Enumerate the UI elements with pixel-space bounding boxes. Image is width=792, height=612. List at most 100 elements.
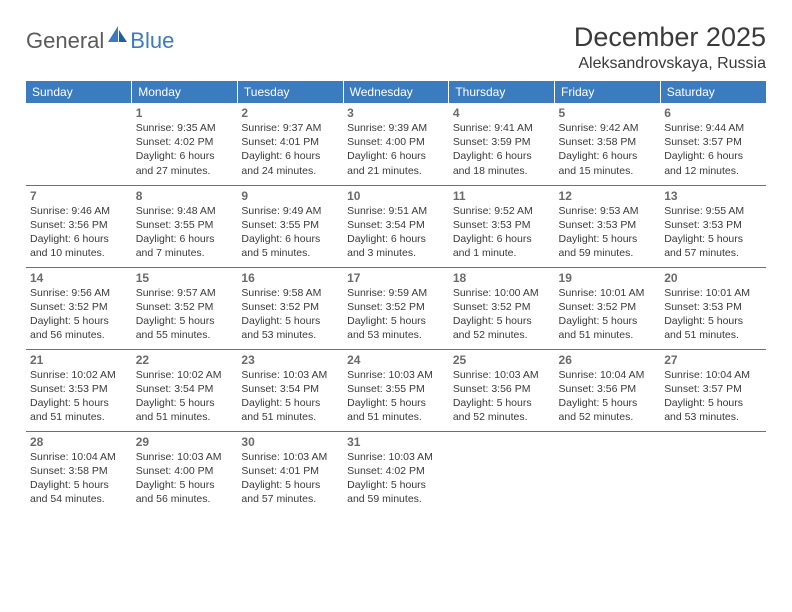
day-info: Sunrise: 10:03 AMSunset: 3:54 PMDaylight…	[241, 368, 339, 425]
day-info: Sunrise: 10:02 AMSunset: 3:54 PMDaylight…	[136, 368, 234, 425]
day-number: 22	[136, 353, 234, 367]
calendar-cell: 12Sunrise: 9:53 AMSunset: 3:53 PMDayligh…	[555, 185, 661, 267]
calendar-row: 7Sunrise: 9:46 AMSunset: 3:56 PMDaylight…	[26, 185, 766, 267]
calendar-cell: 19Sunrise: 10:01 AMSunset: 3:52 PMDaylig…	[555, 267, 661, 349]
calendar-cell: 24Sunrise: 10:03 AMSunset: 3:55 PMDaylig…	[343, 349, 449, 431]
day-info: Sunrise: 10:04 AMSunset: 3:57 PMDaylight…	[664, 368, 762, 425]
day-info: Sunrise: 10:03 AMSunset: 3:56 PMDaylight…	[453, 368, 551, 425]
calendar-cell: 23Sunrise: 10:03 AMSunset: 3:54 PMDaylig…	[237, 349, 343, 431]
day-number: 31	[347, 435, 445, 449]
calendar-row: 28Sunrise: 10:04 AMSunset: 3:58 PMDaylig…	[26, 431, 766, 513]
day-info: Sunrise: 9:52 AMSunset: 3:53 PMDaylight:…	[453, 204, 551, 261]
calendar-cell: 11Sunrise: 9:52 AMSunset: 3:53 PMDayligh…	[449, 185, 555, 267]
calendar-cell: 3Sunrise: 9:39 AMSunset: 4:00 PMDaylight…	[343, 103, 449, 185]
day-info: Sunrise: 10:04 AMSunset: 3:56 PMDaylight…	[559, 368, 657, 425]
day-number: 14	[30, 271, 128, 285]
calendar-cell	[660, 431, 766, 513]
day-info: Sunrise: 10:02 AMSunset: 3:53 PMDaylight…	[30, 368, 128, 425]
day-number: 26	[559, 353, 657, 367]
weekday-header: Thursday	[449, 81, 555, 103]
day-number: 24	[347, 353, 445, 367]
day-info: Sunrise: 9:55 AMSunset: 3:53 PMDaylight:…	[664, 204, 762, 261]
calendar-cell: 17Sunrise: 9:59 AMSunset: 3:52 PMDayligh…	[343, 267, 449, 349]
calendar-cell: 1Sunrise: 9:35 AMSunset: 4:02 PMDaylight…	[132, 103, 238, 185]
calendar-cell: 15Sunrise: 9:57 AMSunset: 3:52 PMDayligh…	[132, 267, 238, 349]
day-number: 10	[347, 189, 445, 203]
weekday-header: Friday	[555, 81, 661, 103]
calendar-cell: 25Sunrise: 10:03 AMSunset: 3:56 PMDaylig…	[449, 349, 555, 431]
day-info: Sunrise: 9:48 AMSunset: 3:55 PMDaylight:…	[136, 204, 234, 261]
logo-sail-icon	[108, 26, 128, 49]
calendar-cell: 4Sunrise: 9:41 AMSunset: 3:59 PMDaylight…	[449, 103, 555, 185]
calendar-cell	[555, 431, 661, 513]
day-number: 15	[136, 271, 234, 285]
title-block: December 2025 Aleksandrovskaya, Russia	[574, 22, 766, 73]
day-number: 30	[241, 435, 339, 449]
day-info: Sunrise: 9:56 AMSunset: 3:52 PMDaylight:…	[30, 286, 128, 343]
day-info: Sunrise: 10:03 AMSunset: 3:55 PMDaylight…	[347, 368, 445, 425]
day-number: 11	[453, 189, 551, 203]
calendar-cell: 20Sunrise: 10:01 AMSunset: 3:53 PMDaylig…	[660, 267, 766, 349]
day-number: 17	[347, 271, 445, 285]
weekday-header: Monday	[132, 81, 238, 103]
calendar-cell: 27Sunrise: 10:04 AMSunset: 3:57 PMDaylig…	[660, 349, 766, 431]
calendar-cell: 16Sunrise: 9:58 AMSunset: 3:52 PMDayligh…	[237, 267, 343, 349]
day-info: Sunrise: 9:37 AMSunset: 4:01 PMDaylight:…	[241, 121, 339, 178]
calendar-row: 14Sunrise: 9:56 AMSunset: 3:52 PMDayligh…	[26, 267, 766, 349]
day-info: Sunrise: 9:57 AMSunset: 3:52 PMDaylight:…	[136, 286, 234, 343]
day-info: Sunrise: 9:59 AMSunset: 3:52 PMDaylight:…	[347, 286, 445, 343]
calendar-cell: 30Sunrise: 10:03 AMSunset: 4:01 PMDaylig…	[237, 431, 343, 513]
calendar-cell: 7Sunrise: 9:46 AMSunset: 3:56 PMDaylight…	[26, 185, 132, 267]
day-info: Sunrise: 10:00 AMSunset: 3:52 PMDaylight…	[453, 286, 551, 343]
calendar-cell: 22Sunrise: 10:02 AMSunset: 3:54 PMDaylig…	[132, 349, 238, 431]
logo-text-general: General	[26, 28, 104, 54]
day-number: 5	[559, 106, 657, 120]
calendar-cell: 2Sunrise: 9:37 AMSunset: 4:01 PMDaylight…	[237, 103, 343, 185]
day-number: 16	[241, 271, 339, 285]
day-info: Sunrise: 10:03 AMSunset: 4:01 PMDaylight…	[241, 450, 339, 507]
calendar-cell: 28Sunrise: 10:04 AMSunset: 3:58 PMDaylig…	[26, 431, 132, 513]
calendar-cell	[26, 103, 132, 185]
calendar-table: SundayMondayTuesdayWednesdayThursdayFrid…	[26, 81, 766, 513]
day-info: Sunrise: 9:41 AMSunset: 3:59 PMDaylight:…	[453, 121, 551, 178]
logo-text-blue: Blue	[130, 28, 174, 54]
calendar-cell: 10Sunrise: 9:51 AMSunset: 3:54 PMDayligh…	[343, 185, 449, 267]
day-number: 27	[664, 353, 762, 367]
day-number: 13	[664, 189, 762, 203]
day-info: Sunrise: 9:35 AMSunset: 4:02 PMDaylight:…	[136, 121, 234, 178]
day-number: 7	[30, 189, 128, 203]
day-info: Sunrise: 10:01 AMSunset: 3:52 PMDaylight…	[559, 286, 657, 343]
day-number: 25	[453, 353, 551, 367]
day-info: Sunrise: 9:49 AMSunset: 3:55 PMDaylight:…	[241, 204, 339, 261]
header: General Blue December 2025 Aleksandrovsk…	[26, 22, 766, 73]
day-info: Sunrise: 10:03 AMSunset: 4:00 PMDaylight…	[136, 450, 234, 507]
calendar-header-row: SundayMondayTuesdayWednesdayThursdayFrid…	[26, 81, 766, 103]
day-info: Sunrise: 10:01 AMSunset: 3:53 PMDaylight…	[664, 286, 762, 343]
calendar-cell: 21Sunrise: 10:02 AMSunset: 3:53 PMDaylig…	[26, 349, 132, 431]
calendar-row: 1Sunrise: 9:35 AMSunset: 4:02 PMDaylight…	[26, 103, 766, 185]
calendar-cell: 5Sunrise: 9:42 AMSunset: 3:58 PMDaylight…	[555, 103, 661, 185]
day-info: Sunrise: 9:51 AMSunset: 3:54 PMDaylight:…	[347, 204, 445, 261]
day-number: 21	[30, 353, 128, 367]
calendar-cell: 6Sunrise: 9:44 AMSunset: 3:57 PMDaylight…	[660, 103, 766, 185]
location: Aleksandrovskaya, Russia	[574, 55, 766, 73]
day-number: 2	[241, 106, 339, 120]
month-title: December 2025	[574, 22, 766, 53]
day-info: Sunrise: 9:53 AMSunset: 3:53 PMDaylight:…	[559, 204, 657, 261]
calendar-cell: 13Sunrise: 9:55 AMSunset: 3:53 PMDayligh…	[660, 185, 766, 267]
day-number: 8	[136, 189, 234, 203]
calendar-cell: 29Sunrise: 10:03 AMSunset: 4:00 PMDaylig…	[132, 431, 238, 513]
day-info: Sunrise: 10:03 AMSunset: 4:02 PMDaylight…	[347, 450, 445, 507]
calendar-page: General Blue December 2025 Aleksandrovsk…	[0, 0, 792, 523]
day-number: 12	[559, 189, 657, 203]
calendar-cell: 14Sunrise: 9:56 AMSunset: 3:52 PMDayligh…	[26, 267, 132, 349]
day-info: Sunrise: 9:42 AMSunset: 3:58 PMDaylight:…	[559, 121, 657, 178]
calendar-row: 21Sunrise: 10:02 AMSunset: 3:53 PMDaylig…	[26, 349, 766, 431]
calendar-cell: 9Sunrise: 9:49 AMSunset: 3:55 PMDaylight…	[237, 185, 343, 267]
day-number: 20	[664, 271, 762, 285]
day-number: 23	[241, 353, 339, 367]
day-number: 28	[30, 435, 128, 449]
calendar-body: 1Sunrise: 9:35 AMSunset: 4:02 PMDaylight…	[26, 103, 766, 513]
day-number: 1	[136, 106, 234, 120]
day-info: Sunrise: 9:58 AMSunset: 3:52 PMDaylight:…	[241, 286, 339, 343]
